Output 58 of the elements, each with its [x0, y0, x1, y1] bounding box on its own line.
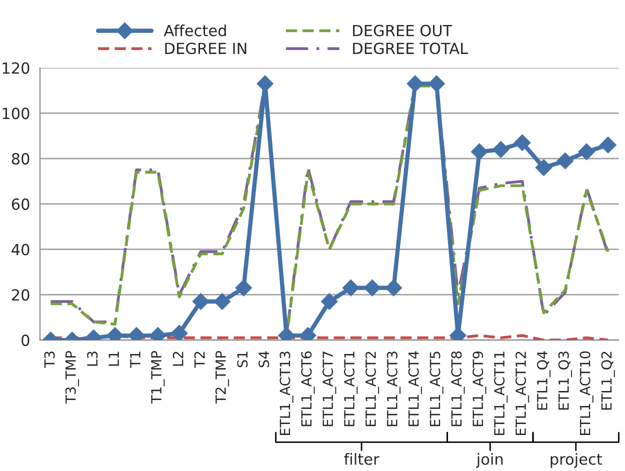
x-tick-label: ETL1_ACT4 — [408, 351, 422, 426]
text: filter — [344, 453, 380, 465]
point — [471, 143, 488, 160]
point — [406, 75, 424, 92]
x-tick-label: ETL1_ACT2 — [365, 352, 380, 426]
x-tick-label: L1 — [108, 352, 119, 366]
point — [170, 324, 188, 340]
y-tick-label: 0 — [22, 334, 30, 346]
y-tick-label: 100 — [2, 108, 30, 120]
point — [492, 141, 510, 158]
x-tick-label: ETL1_ACT6 — [301, 351, 315, 426]
x-tick-label: ETL1_ACT10 — [580, 351, 594, 436]
x-tick-label: ETL1_ACT12 — [516, 352, 530, 436]
point — [235, 280, 252, 296]
x-tick-label: T2 — [194, 352, 205, 368]
x-tick-label: T3_TMP — [65, 350, 79, 404]
y-tick-label: 80 — [12, 153, 30, 165]
point — [535, 159, 552, 176]
point — [385, 280, 402, 296]
x-tick-label: T1 — [130, 352, 140, 368]
y-tick-label: 20 — [12, 289, 30, 301]
point — [514, 134, 531, 152]
x-tick-label: S4 — [258, 351, 270, 368]
x-tick-label: ETL1_ACT7 — [322, 352, 336, 426]
point — [321, 293, 338, 310]
text: join — [476, 453, 503, 468]
x-tick-label: ETL1_ACT9 — [472, 351, 486, 426]
x-tick-label: ETL1_Q3 — [558, 352, 572, 410]
x-tick-label: ETL1_ACT1 — [344, 352, 358, 426]
legend-label: DEGREE IN — [165, 42, 246, 54]
point — [364, 280, 381, 296]
x-tick-label: S1 — [237, 352, 248, 368]
point — [556, 152, 574, 170]
x-tick-label: ETL1_ACT13 — [280, 352, 294, 436]
point — [192, 293, 210, 310]
legend-label: DEGREE OUT — [353, 24, 452, 36]
y-tick-label: 60 — [12, 198, 30, 210]
point — [600, 136, 616, 154]
x-tick-label: L2 — [172, 352, 184, 366]
x-tick-label: L3 — [87, 352, 98, 366]
point — [428, 75, 445, 92]
x-tick-label: T3 — [44, 352, 55, 368]
x-tick-label: ETL1_Q2 — [601, 352, 615, 410]
point — [342, 280, 360, 296]
y-tick-label: 120 — [2, 62, 30, 74]
x-tick-label: ETL1_ACT11 — [494, 352, 508, 436]
x-tick-label: ETL1_ACT8 — [451, 351, 465, 426]
point — [214, 293, 231, 310]
legend-label: Affected — [164, 24, 226, 36]
x-tick-label: ETL1_Q4 — [536, 351, 551, 410]
x-tick-label: T1_TMP — [151, 350, 165, 404]
x-tick-label: T2_TMP — [215, 350, 229, 404]
y-tick-label: 40 — [12, 244, 30, 256]
point — [578, 143, 595, 160]
legend-label: DEGREE TOTAL — [353, 42, 468, 54]
x-tick-label: ETL1_ACT5 — [430, 352, 444, 426]
x-tick-label: ETL1_ACT3 — [386, 352, 400, 426]
text: project — [550, 453, 602, 468]
